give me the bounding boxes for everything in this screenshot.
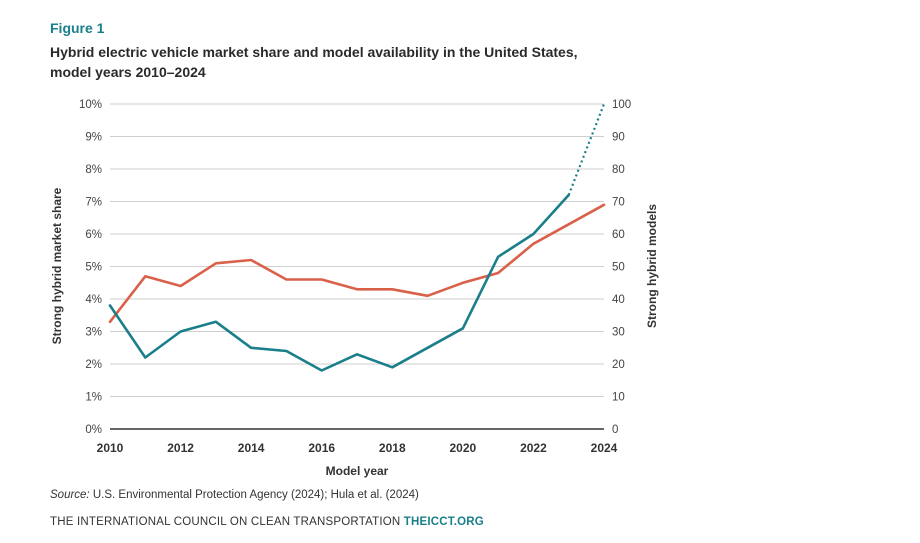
x-axis-title: Model year — [326, 464, 389, 478]
left-tick-label: 0% — [85, 424, 102, 436]
left-tick-label: 3% — [85, 327, 102, 339]
chart: 0% 1% 2% 3% 4% 5% 6% 7% 8% 9% 10% 0 10 20 30 40 50 60 70 8… — [50, 99, 659, 478]
x-tick-label: 2014 — [238, 441, 265, 455]
left-tick-label: 7% — [85, 197, 102, 209]
right-tick-label: 10 — [612, 392, 625, 404]
series-line-hybrid-models — [108, 203, 606, 324]
right-tick-label: 80 — [612, 164, 625, 176]
right-axis-title: Strong hybrid models — [645, 204, 659, 328]
right-tick-label: 50 — [612, 262, 625, 274]
x-tick-label: 2018 — [379, 441, 406, 455]
right-tick-label: 20 — [612, 359, 625, 371]
left-tick-label: 1% — [85, 392, 102, 404]
left-tick-label: 5% — [85, 262, 102, 274]
chart-title-line-1: Hybrid electric vehicle market share and… — [50, 44, 578, 60]
chart-title: Hybrid electric vehicle market share and… — [50, 42, 670, 82]
right-tick-label: 0 — [612, 424, 618, 436]
right-tick-label: 30 — [612, 327, 625, 339]
x-tick-label: 2022 — [520, 441, 547, 455]
x-tick-label: 2012 — [167, 441, 194, 455]
left-tick-label: 8% — [85, 164, 102, 176]
series-lines — [108, 103, 606, 372]
source-note: Source: U.S. Environmental Protection Ag… — [50, 489, 419, 501]
left-tick-label: 2% — [85, 359, 102, 371]
chart-title-line-2: model years 2010–2024 — [50, 64, 206, 80]
right-tick-label: 40 — [612, 294, 625, 306]
x-tick-label: 2020 — [450, 441, 477, 455]
figure-label: Figure 1 — [50, 20, 105, 36]
left-axis-ticks: 0% 1% 2% 3% 4% 5% 6% 7% 8% 9% 10% — [79, 99, 102, 436]
right-axis-ticks: 0 10 20 30 40 50 60 70 80 90 100 — [612, 99, 631, 436]
series-line-market-share — [108, 193, 571, 372]
grid-lines — [110, 103, 604, 397]
footer: THE INTERNATIONAL COUNCIL ON CLEAN TRANS… — [50, 516, 484, 528]
left-tick-label: 9% — [85, 132, 102, 144]
series-line-market-share-projection — [567, 103, 606, 196]
left-tick-label: 6% — [85, 229, 102, 241]
left-axis-title: Strong hybrid market share — [50, 187, 64, 344]
x-tick-label: 2016 — [308, 441, 335, 455]
right-tick-label: 70 — [612, 197, 625, 209]
right-tick-label: 100 — [612, 99, 631, 111]
right-tick-label: 90 — [612, 132, 625, 144]
x-tick-label: 2024 — [591, 441, 618, 455]
x-tick-label: 2010 — [97, 441, 124, 455]
x-axis-ticks: 2010 2012 2014 2016 2018 2020 2022 2024 — [97, 441, 618, 455]
left-tick-label: 4% — [85, 294, 102, 306]
footer-site-link[interactable]: THEICCT.ORG — [403, 516, 484, 528]
source-label: Source: — [50, 489, 90, 501]
right-tick-label: 60 — [612, 229, 625, 241]
left-tick-label: 10% — [79, 99, 102, 111]
source-text: U.S. Environmental Protection Agency (20… — [89, 489, 419, 501]
footer-org: THE INTERNATIONAL COUNCIL ON CLEAN TRANS… — [50, 516, 404, 528]
